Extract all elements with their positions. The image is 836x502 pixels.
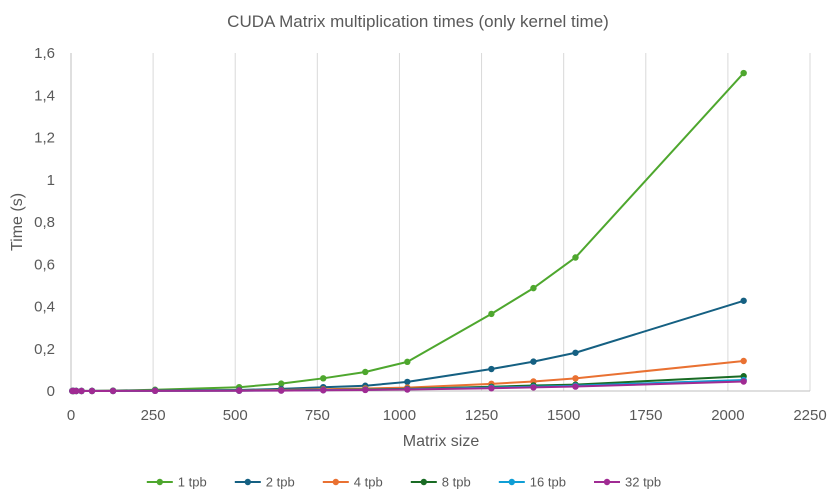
data-point [530, 284, 537, 292]
legend-label: 16 tpb [530, 475, 566, 490]
x-axis-title: Matrix size [403, 433, 480, 450]
legend-swatch-marker [156, 478, 163, 486]
y-tick-label: 0 [47, 383, 55, 400]
data-point [109, 387, 117, 395]
y-tick-label: 1,4 [34, 87, 55, 104]
data-point [404, 386, 411, 393]
x-tick-label: 250 [141, 407, 166, 424]
data-point [362, 368, 369, 376]
y-tick-label: 1 [47, 172, 55, 189]
y-tick-label: 1,6 [34, 45, 55, 62]
legend-item: 4 tpb [322, 475, 383, 490]
data-point [572, 349, 579, 356]
data-point [73, 387, 80, 395]
data-point [740, 357, 747, 365]
series-1-tpb [69, 69, 747, 395]
y-tick-label: 0,6 [34, 256, 55, 273]
y-tick-label: 1,2 [34, 130, 55, 147]
legend-label: 8 tpb [442, 475, 471, 490]
data-point [740, 378, 747, 385]
y-tick-label: 0,4 [34, 299, 55, 316]
gridlines [152, 53, 811, 391]
data-point [488, 385, 495, 392]
y-tick-label: 0,2 [34, 341, 55, 358]
data-point [572, 375, 579, 382]
data-point [572, 254, 579, 261]
x-tick-label: 1500 [547, 407, 580, 424]
data-point [278, 387, 285, 394]
data-point [740, 297, 747, 304]
legend-label: 4 tpb [354, 475, 383, 490]
legend-swatch-marker [603, 478, 611, 486]
x-tick-label: 500 [223, 407, 248, 424]
chart-title: CUDA Matrix multiplication times (only k… [227, 12, 609, 31]
legend-label: 2 tpb [266, 475, 295, 490]
data-point [404, 378, 411, 386]
data-point [235, 387, 243, 394]
legend-label: 1 tpb [178, 475, 207, 490]
legend-item: 2 tpb [234, 475, 295, 490]
legend-item: 1 tpb [146, 475, 207, 490]
data-point [278, 380, 285, 387]
legend-swatch-marker [332, 478, 339, 486]
data-point [404, 358, 411, 366]
data-point [88, 387, 96, 395]
series-2-tpb [69, 297, 747, 395]
legend: 1 tpb 2 tpb 4 tpb 8 tpb 16 tpb 32 tpb [146, 475, 661, 490]
legend-label: 32 tpb [625, 475, 661, 490]
data-point [488, 365, 495, 373]
series-line [72, 72, 745, 392]
x-tick-label: 2000 [711, 407, 744, 424]
legend-swatch-marker [244, 478, 251, 486]
x-tick-label: 2250 [793, 407, 826, 424]
data-point [530, 358, 537, 365]
data-point [78, 387, 85, 395]
data-point [362, 386, 369, 394]
x-tick-label: 1750 [629, 407, 662, 424]
data-point [488, 310, 495, 318]
series-32-tpb [69, 378, 747, 395]
data-point [530, 384, 537, 391]
data-point [740, 69, 747, 77]
legend-swatch-marker [508, 478, 515, 486]
x-tick-label: 750 [305, 407, 330, 424]
legend-item: 32 tpb [594, 475, 661, 490]
legend-swatch-marker [420, 478, 427, 486]
y-axis-title: Time (s) [9, 193, 26, 251]
data-point [320, 387, 327, 394]
x-tick-label: 0 [67, 407, 75, 424]
series-lines [69, 69, 747, 395]
data-point [320, 375, 327, 382]
legend-item: 16 tpb [498, 475, 566, 490]
legend-item: 8 tpb [410, 475, 471, 490]
x-tick-label: 1000 [383, 407, 416, 424]
y-tick-label: 0,8 [34, 214, 55, 231]
series-line [72, 299, 744, 392]
data-point [151, 387, 159, 395]
x-tick-label: 1250 [465, 407, 498, 424]
data-point [572, 383, 579, 390]
